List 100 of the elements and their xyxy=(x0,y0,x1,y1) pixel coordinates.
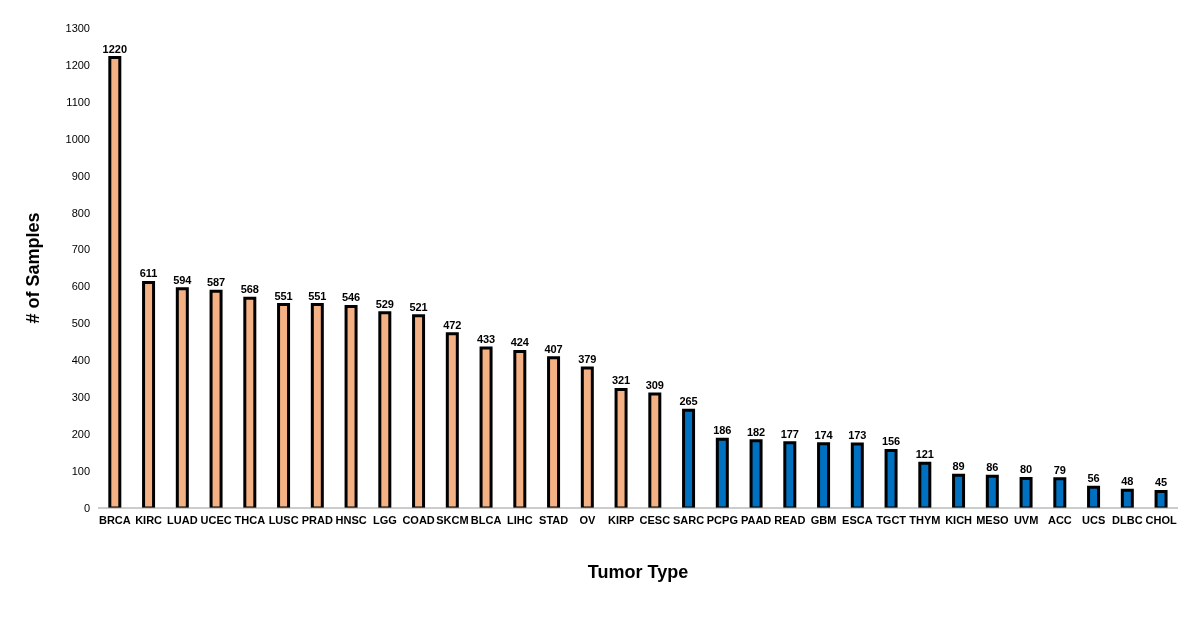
bar xyxy=(1120,488,1134,508)
x-tick-label: UCS xyxy=(1082,513,1106,526)
data-label: 587 xyxy=(206,276,226,289)
bar xyxy=(648,392,662,508)
bar xyxy=(985,474,999,508)
bar xyxy=(682,408,696,508)
y-axis-title: # of Samples xyxy=(23,212,44,324)
data-label: 551 xyxy=(274,289,293,302)
x-tick-label: BRCA xyxy=(98,513,131,526)
data-label: 309 xyxy=(645,378,664,391)
x-tick-label: THCA xyxy=(234,513,266,526)
bar xyxy=(108,56,122,508)
bar xyxy=(142,280,156,508)
bar xyxy=(209,289,223,508)
bar xyxy=(243,296,257,508)
data-label: 45 xyxy=(1154,476,1168,489)
bar xyxy=(918,461,932,508)
x-tick-label: KIRC xyxy=(135,513,163,526)
y-tick-label: 200 xyxy=(71,428,90,441)
bar xyxy=(310,303,324,508)
data-label: 121 xyxy=(915,448,934,461)
x-tick-label: LUSC xyxy=(268,513,299,526)
x-tick-label: UCEC xyxy=(200,513,232,526)
data-label: 321 xyxy=(611,374,631,387)
x-tick-label: KICH xyxy=(945,513,973,526)
bar xyxy=(412,314,426,508)
data-label: 265 xyxy=(679,395,698,408)
data-label: 177 xyxy=(780,427,799,440)
x-tick-label: COAD xyxy=(402,513,435,526)
y-tick-label: 400 xyxy=(71,354,90,367)
x-tick-label: THYM xyxy=(909,513,941,526)
x-axis-title: Tumor Type xyxy=(587,562,689,582)
bar xyxy=(715,437,729,508)
data-label: 156 xyxy=(881,435,901,448)
bar xyxy=(513,349,527,508)
data-label: 80 xyxy=(1019,463,1033,476)
bar xyxy=(479,346,493,508)
y-tick-label: 600 xyxy=(71,280,90,293)
data-label: 546 xyxy=(341,291,361,304)
x-tick-label: PAAD xyxy=(740,513,772,526)
data-label: 182 xyxy=(746,425,766,438)
x-tick-label: TGCT xyxy=(876,513,907,526)
x-tick-label: OV xyxy=(579,513,596,526)
bar xyxy=(850,442,864,508)
data-label: 472 xyxy=(443,318,462,331)
bar xyxy=(547,356,561,508)
y-tick-label: 0 xyxy=(83,501,90,514)
y-tick-label: 700 xyxy=(71,243,90,256)
x-tick-label: LGG xyxy=(372,513,397,526)
x-tick-label: PRAD xyxy=(301,513,334,526)
x-tick-label: KIRP xyxy=(607,513,635,526)
bar xyxy=(277,303,291,508)
data-label: 1220 xyxy=(102,42,128,55)
data-label: 594 xyxy=(173,273,193,286)
data-label: 186 xyxy=(713,424,732,437)
data-label: 424 xyxy=(510,336,530,349)
data-label: 174 xyxy=(814,428,834,441)
bar xyxy=(749,439,763,508)
y-tick-label: 1000 xyxy=(65,132,90,145)
data-label: 611 xyxy=(139,267,158,280)
y-tick-label: 100 xyxy=(71,464,90,477)
y-tick-label: 900 xyxy=(71,169,90,182)
bar xyxy=(445,332,459,508)
y-tick-label: 1300 xyxy=(65,21,90,34)
data-label: 407 xyxy=(544,342,563,355)
x-tick-label: SARC xyxy=(673,513,705,526)
x-tick-label: ESCA xyxy=(842,513,873,526)
x-tick-label: MESO xyxy=(976,513,1010,526)
x-tick-label: HNSC xyxy=(335,513,367,526)
bar xyxy=(1019,476,1033,508)
x-tick-label: SKCM xyxy=(436,513,469,526)
bar xyxy=(614,387,628,508)
x-tick-label: READ xyxy=(774,513,806,526)
data-label: 551 xyxy=(308,289,327,302)
data-label: 173 xyxy=(848,429,867,442)
bar xyxy=(952,473,966,508)
x-tick-label: CESC xyxy=(639,513,671,526)
data-label: 86 xyxy=(986,461,999,474)
bar xyxy=(1154,489,1168,508)
x-tick-label: PCPG xyxy=(706,513,738,526)
data-label: 529 xyxy=(375,297,394,310)
bar xyxy=(580,366,594,508)
data-label: 79 xyxy=(1053,463,1066,476)
x-tick-label: CHOL xyxy=(1145,513,1177,526)
bar xyxy=(175,287,189,508)
x-tick-label: DLBC xyxy=(1112,513,1143,526)
bar xyxy=(378,311,392,508)
y-tick-label: 1200 xyxy=(65,58,90,71)
x-tick-label: LUAD xyxy=(167,513,198,526)
bar xyxy=(1053,477,1067,508)
data-label: 89 xyxy=(952,460,965,473)
x-tick-label: UVM xyxy=(1013,513,1039,526)
y-tick-label: 800 xyxy=(71,206,90,219)
x-tick-label: GBM xyxy=(810,513,837,526)
data-label: 568 xyxy=(240,283,259,296)
x-tick-label: ACC xyxy=(1047,513,1072,526)
x-tick-label: LIHC xyxy=(507,513,533,526)
data-label: 433 xyxy=(476,333,496,346)
data-label: 379 xyxy=(578,353,597,366)
x-tick-label: STAD xyxy=(539,513,569,526)
